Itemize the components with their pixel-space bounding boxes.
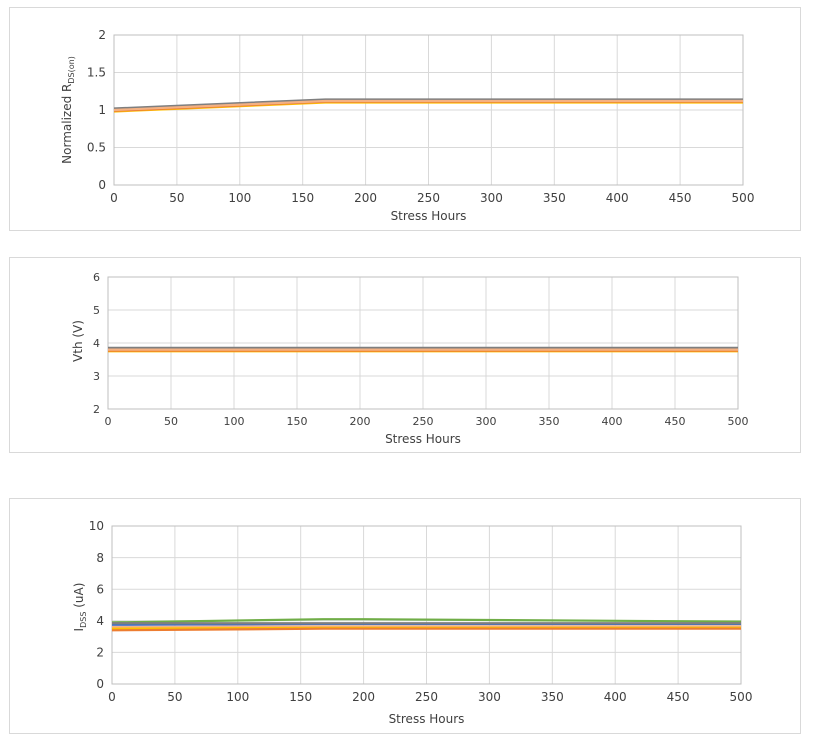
y-tick-label: 5 [93,304,100,317]
chart-panel-rdson: 0 50 100 150 200 250 300 350 400 450 500 0 0.5 1 1.5 2 S… [9,7,801,231]
y-axis-label: IDSS (uA) [72,583,88,632]
y-tick-label: 1 [98,103,106,117]
x-tick-label: 100 [228,191,251,205]
x-tick-label: 0 [105,415,112,428]
y-tick-label: 0 [98,178,106,192]
y-tick-label: 6 [96,582,104,596]
x-tick-label: 50 [167,690,182,704]
x-tick-label: 450 [665,415,686,428]
y-tick-label: 1.5 [87,66,106,80]
x-axis-label: Stress Hours [389,712,465,726]
plot-area [111,525,742,685]
x-tick-label: 450 [667,690,690,704]
x-tick-label: 450 [669,191,692,205]
x-tick-label: 100 [224,415,245,428]
y-tick-label: 0 [96,677,104,691]
x-axis-label: Stress Hours [391,209,467,223]
x-tick-label: 150 [289,690,312,704]
x-tick-label: 350 [543,191,566,205]
x-tick-label: 500 [732,191,755,205]
chart-panel-idss: 0 50 100 150 200 250 300 350 400 450 500 0 2 4 6 8 10 Str… [9,498,801,734]
x-tick-label: 250 [417,191,440,205]
y-tick-label: 0.5 [87,141,106,155]
x-tick-label: 250 [415,690,438,704]
x-tick-label: 150 [291,191,314,205]
x-tick-label: 350 [539,415,560,428]
x-tick-label: 250 [413,415,434,428]
x-tick-label: 400 [606,191,629,205]
chart-idss: 0 50 100 150 200 250 300 350 400 450 500 0 2 4 6 8 10 Str… [72,519,753,726]
x-tick-label: 100 [226,690,249,704]
y-axis-label: Normalized RDS(on) [60,56,76,164]
y-tick-label: 10 [89,519,104,533]
x-axis-label: Stress Hours [385,432,461,446]
series-line [113,98,743,110]
y-tick-label: 4 [96,614,104,628]
chart-rdson: 0 50 100 150 200 250 300 350 400 450 500 0 0.5 1 1.5 2 S… [60,28,755,223]
y-tick-label: 3 [93,370,100,383]
y-tick-label: 6 [93,271,100,284]
x-tick-label: 0 [110,191,118,205]
x-tick-label: 300 [476,415,497,428]
x-tick-label: 200 [354,191,377,205]
x-tick-label: 400 [604,690,627,704]
y-tick-label: 2 [98,28,106,42]
y-tick-label: 2 [93,403,100,416]
series-line [111,625,741,629]
x-tick-label: 50 [164,415,178,428]
y-axis-label: Vth (V) [71,320,85,362]
chart-vth: 0 50 100 150 200 250 300 350 400 450 500 2 3 4 5 6 Stres… [71,271,749,446]
x-tick-label: 500 [728,415,749,428]
x-tick-label: 50 [169,191,184,205]
x-tick-label: 0 [108,690,116,704]
x-tick-label: 350 [541,690,564,704]
x-tick-label: 400 [602,415,623,428]
series-line [111,618,742,624]
y-tick-label: 2 [96,646,104,660]
chart-panel-vth: 0 50 100 150 200 250 300 350 400 450 500 2 3 4 5 6 Stres… [9,257,801,453]
x-tick-label: 200 [350,415,371,428]
x-tick-label: 300 [480,191,503,205]
x-tick-label: 150 [287,415,308,428]
y-tick-label: 8 [96,551,104,565]
x-tick-label: 500 [730,690,753,704]
x-tick-label: 200 [352,690,375,704]
x-tick-label: 300 [478,690,501,704]
plot-area [107,276,739,410]
series-line [111,627,741,632]
y-tick-label: 4 [93,337,100,350]
series-line [113,99,743,112]
